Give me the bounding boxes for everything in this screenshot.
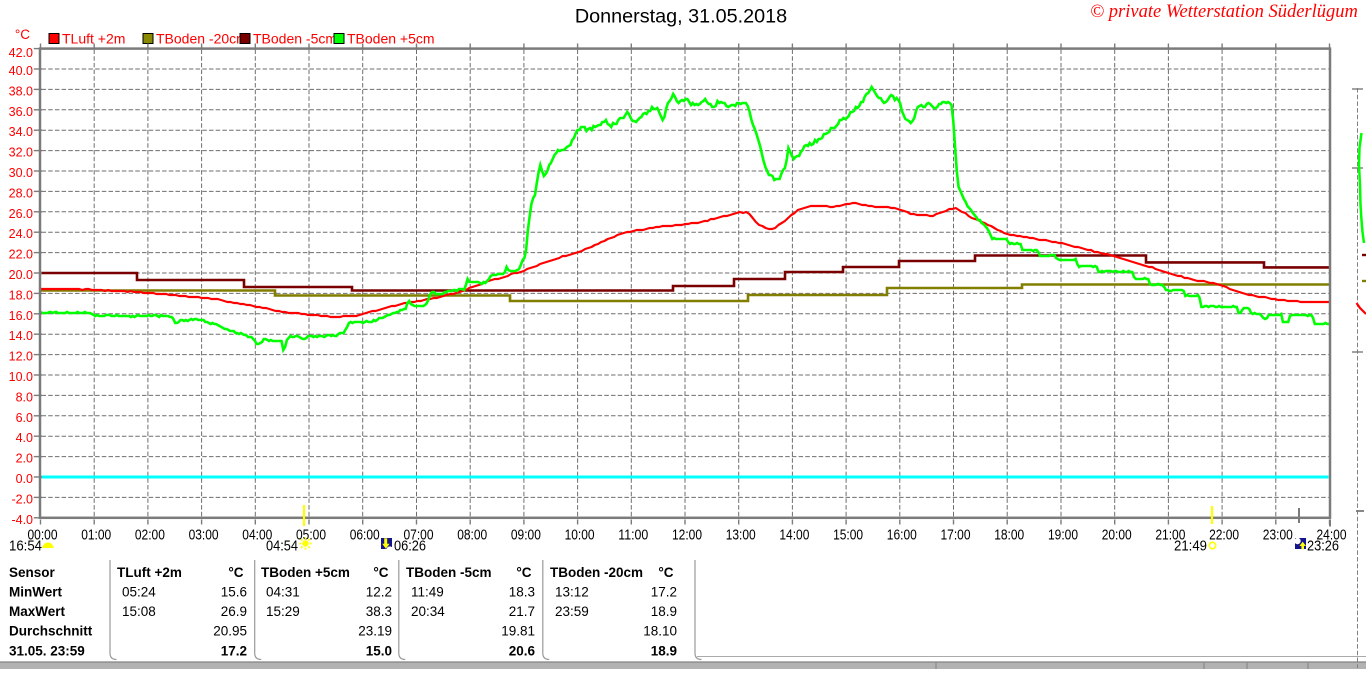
svg-text:08:00: 08:00 — [457, 528, 487, 544]
svg-text:04:54: 04:54 — [266, 539, 298, 555]
svg-text:00:00: 00:00 — [28, 528, 58, 544]
svg-text:21:49: 21:49 — [1174, 539, 1207, 555]
svg-text:19:00: 19:00 — [1048, 528, 1078, 544]
svg-text:42.0: 42.0 — [9, 46, 33, 60]
svg-text:TLuft +2m: TLuft +2m — [117, 565, 182, 580]
svg-text:Sensor: Sensor — [9, 565, 56, 580]
svg-text:36.0: 36.0 — [9, 105, 33, 119]
svg-text:20:34: 20:34 — [411, 604, 445, 619]
svg-text:17.2: 17.2 — [221, 643, 247, 658]
svg-text:15:29: 15:29 — [266, 604, 300, 619]
svg-text:13:12: 13:12 — [555, 585, 589, 600]
svg-text:Durchschnitt: Durchschnitt — [9, 624, 93, 639]
svg-text:18:00: 18:00 — [994, 528, 1024, 544]
svg-text:26.9: 26.9 — [221, 604, 247, 619]
svg-text:16:00: 16:00 — [887, 528, 917, 544]
svg-text:MaxWert: MaxWert — [9, 604, 66, 619]
svg-text:17.2: 17.2 — [651, 585, 677, 600]
svg-text:°C: °C — [228, 565, 243, 580]
svg-text:© private Wetterstation Süderl: © private Wetterstation Süderlügum — [1090, 2, 1358, 22]
svg-text:21:00: 21:00 — [1155, 528, 1185, 544]
svg-text:07:00: 07:00 — [404, 528, 434, 544]
svg-text:22:00: 22:00 — [1209, 528, 1239, 544]
svg-text:01:00: 01:00 — [81, 528, 111, 544]
svg-text:38.0: 38.0 — [9, 84, 33, 98]
svg-text:24:00: 24:00 — [1317, 528, 1347, 544]
svg-text:23:59: 23:59 — [555, 604, 589, 619]
svg-text:21.7: 21.7 — [509, 604, 535, 619]
svg-text:24.0: 24.0 — [9, 227, 33, 241]
svg-text:20.95: 20.95 — [213, 624, 247, 639]
svg-text:22.0: 22.0 — [9, 248, 33, 262]
svg-text:23:00: 23:00 — [1263, 528, 1293, 544]
svg-text:09:00: 09:00 — [511, 528, 541, 544]
svg-text:14.0: 14.0 — [9, 329, 33, 343]
svg-text:TBoden -5cm: TBoden -5cm — [253, 31, 337, 47]
svg-text:20:00: 20:00 — [1102, 528, 1132, 544]
svg-text:2.0: 2.0 — [16, 452, 33, 466]
svg-text:10:00: 10:00 — [565, 528, 595, 544]
svg-text:0.0: 0.0 — [16, 472, 33, 486]
svg-text:31.05. 23:59: 31.05. 23:59 — [9, 643, 85, 658]
svg-text:20.6: 20.6 — [509, 643, 536, 658]
svg-text:-4.0: -4.0 — [11, 513, 33, 527]
svg-text:10.0: 10.0 — [9, 370, 33, 384]
svg-text:16:54: 16:54 — [9, 539, 42, 555]
svg-text:19.81: 19.81 — [501, 624, 535, 639]
svg-text:TBoden +5cm: TBoden +5cm — [347, 31, 435, 47]
svg-text:15:08: 15:08 — [122, 604, 156, 619]
svg-text:Donnerstag, 31.05.2018: Donnerstag, 31.05.2018 — [575, 6, 787, 28]
svg-text:02:00: 02:00 — [135, 528, 165, 544]
svg-text:12:00: 12:00 — [672, 528, 702, 544]
svg-text:15.0: 15.0 — [366, 643, 392, 658]
svg-text:°C: °C — [15, 27, 30, 42]
svg-text:14:00: 14:00 — [779, 528, 809, 544]
svg-text:18.9: 18.9 — [651, 604, 677, 619]
svg-text:06:26: 06:26 — [394, 539, 426, 555]
svg-text:17:00: 17:00 — [941, 528, 971, 544]
svg-text:TBoden -20cm: TBoden -20cm — [156, 31, 248, 47]
svg-text:°C: °C — [373, 565, 388, 580]
svg-text:°C: °C — [516, 565, 531, 580]
svg-text:06:00: 06:00 — [350, 528, 380, 544]
svg-text:05:00: 05:00 — [296, 528, 326, 544]
svg-text:4.0: 4.0 — [16, 431, 33, 445]
svg-text:34.0: 34.0 — [9, 125, 33, 139]
svg-text:18.10: 18.10 — [643, 624, 677, 639]
svg-text:11:00: 11:00 — [618, 528, 648, 544]
svg-text:18.9: 18.9 — [651, 643, 677, 658]
svg-text:-2.0: -2.0 — [11, 492, 33, 506]
svg-text:°C: °C — [658, 565, 673, 580]
svg-text:32.0: 32.0 — [9, 146, 33, 160]
svg-text:8.0: 8.0 — [16, 390, 33, 404]
svg-text:40.0: 40.0 — [9, 64, 33, 78]
svg-text:23.19: 23.19 — [358, 624, 392, 639]
svg-text:28.0: 28.0 — [9, 186, 33, 200]
svg-text:12.2: 12.2 — [366, 585, 392, 600]
svg-text:38.3: 38.3 — [366, 604, 392, 619]
svg-text:18.0: 18.0 — [9, 288, 33, 302]
svg-text:30.0: 30.0 — [9, 166, 33, 180]
svg-text:18.3: 18.3 — [509, 585, 535, 600]
svg-text:05:24: 05:24 — [122, 585, 156, 600]
svg-text:TBoden -20cm: TBoden -20cm — [550, 565, 643, 580]
svg-text:26.0: 26.0 — [9, 207, 33, 221]
svg-text:12.0: 12.0 — [9, 350, 33, 364]
svg-text:6.0: 6.0 — [16, 411, 33, 425]
svg-text:03:00: 03:00 — [189, 528, 219, 544]
svg-text:04:31: 04:31 — [266, 585, 300, 600]
svg-text:04:00: 04:00 — [242, 528, 272, 544]
svg-text:TBoden +5cm: TBoden +5cm — [261, 565, 350, 580]
svg-text:13:00: 13:00 — [726, 528, 756, 544]
svg-text:TBoden -5cm: TBoden -5cm — [406, 565, 492, 580]
svg-text:20.0: 20.0 — [9, 268, 33, 282]
svg-text:15.6: 15.6 — [221, 585, 247, 600]
svg-text:MinWert: MinWert — [9, 585, 63, 600]
svg-text:15:00: 15:00 — [833, 528, 863, 544]
svg-text:16.0: 16.0 — [9, 309, 33, 323]
svg-text:23:26: 23:26 — [1307, 539, 1339, 555]
svg-text:TLuft +2m: TLuft +2m — [62, 31, 125, 47]
svg-text:11:49: 11:49 — [411, 585, 444, 600]
